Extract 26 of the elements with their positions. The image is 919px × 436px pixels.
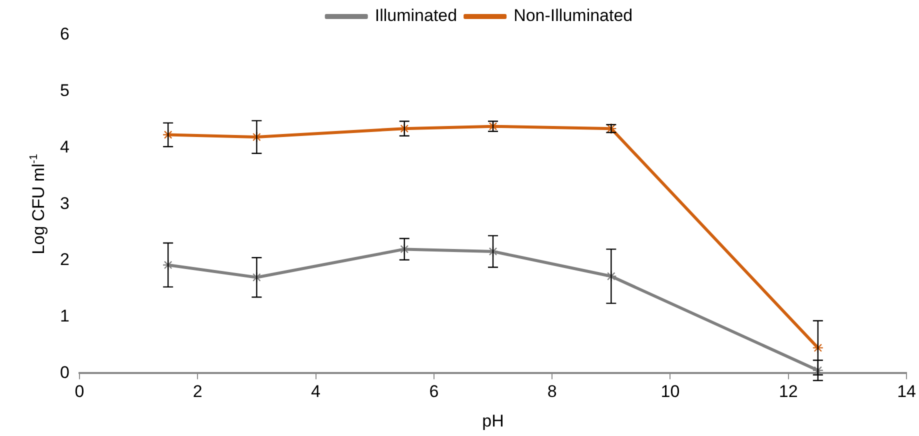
x-tick-label: 6 <box>429 382 439 402</box>
y-tick-label: 0 <box>60 362 70 382</box>
y-tick-label: 1 <box>60 306 70 326</box>
x-axis-title: pH <box>482 411 504 430</box>
y-tick-label: 2 <box>60 250 70 270</box>
x-tick-label: 12 <box>778 382 798 402</box>
legend-label: Non-Illuminated <box>514 6 633 26</box>
y-tick-label: 6 <box>60 24 70 44</box>
point <box>812 342 824 354</box>
x-tick-label: 4 <box>311 382 320 402</box>
y-tick-label: 3 <box>60 194 70 213</box>
y-axis-title: Log CFU ml-1 <box>28 154 48 254</box>
point <box>251 131 262 143</box>
x-tick-label: 10 <box>660 382 680 402</box>
point <box>606 270 617 282</box>
point <box>162 259 174 271</box>
y-tick-label: 5 <box>60 81 70 100</box>
x-tick-label: 14 <box>897 382 916 402</box>
point <box>398 244 410 255</box>
y-tick-label: 4 <box>60 137 70 156</box>
point <box>251 272 262 283</box>
point <box>812 364 824 374</box>
x-tick-label: 8 <box>547 382 557 402</box>
legend-label: Illuminated <box>374 6 458 26</box>
x-tick-label: 2 <box>192 382 202 402</box>
x-tick-label: 0 <box>74 382 84 402</box>
